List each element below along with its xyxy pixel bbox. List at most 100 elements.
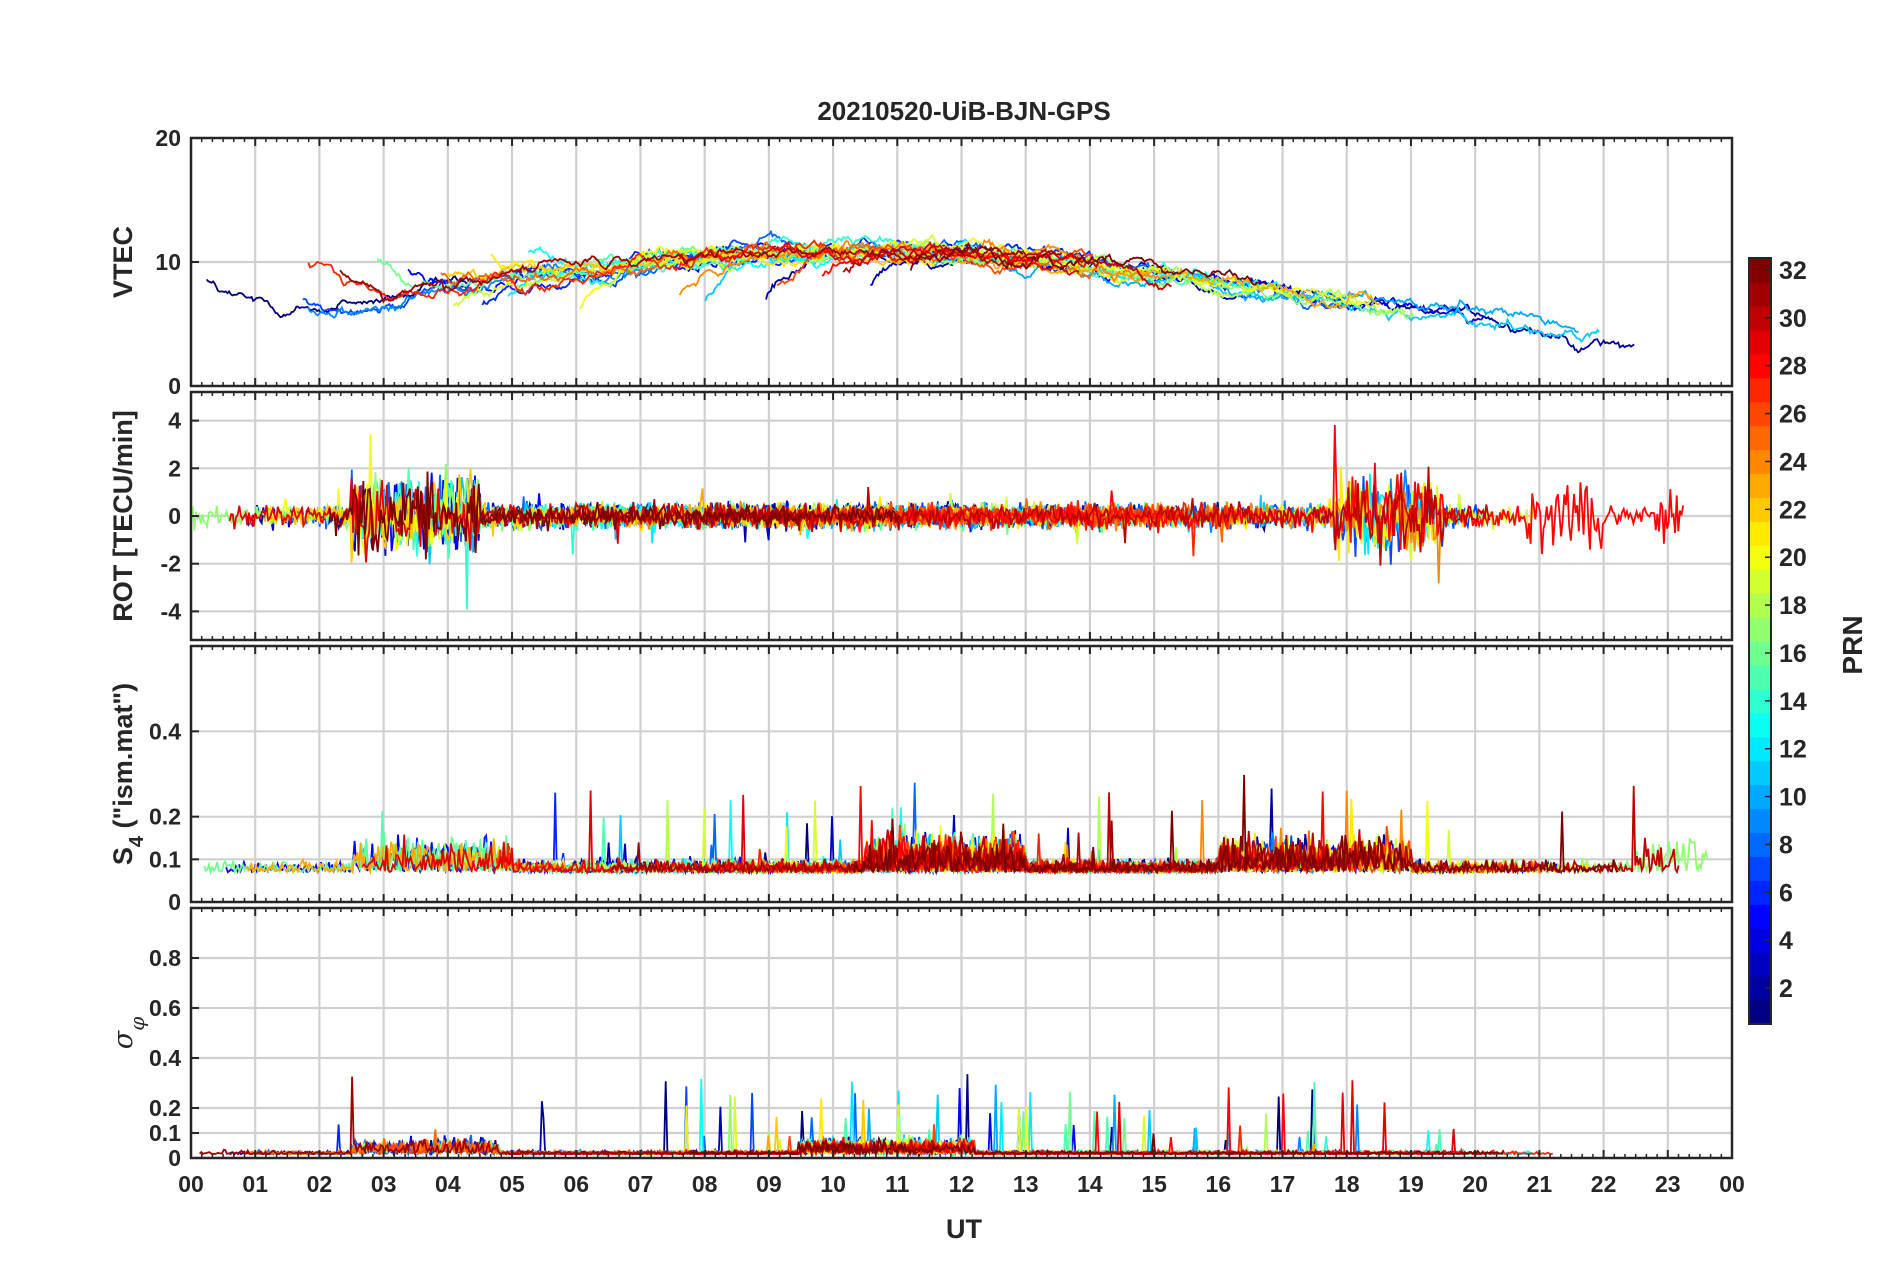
colorbar-tick-label: 14 xyxy=(1779,688,1807,716)
colorbar-segment xyxy=(1749,904,1771,929)
x-tick-label: 21 xyxy=(1527,1171,1553,1197)
y-tick-label: 0 xyxy=(168,889,181,915)
x-tick-label: 13 xyxy=(1013,1171,1039,1197)
colorbar-segment xyxy=(1749,545,1771,570)
y-tick-label: 0.1 xyxy=(149,1120,181,1146)
y-tick-label: 0 xyxy=(168,373,181,399)
prn-trace xyxy=(302,239,815,316)
colorbar-segment xyxy=(1749,617,1771,642)
prn-trace xyxy=(888,247,1381,310)
y-axis-label: VTEC xyxy=(108,226,138,298)
plot-frame xyxy=(189,644,1734,904)
colorbar-segment xyxy=(1749,760,1771,786)
colorbar-tick-label: 30 xyxy=(1779,305,1807,333)
prn-trace xyxy=(490,242,1082,276)
x-tick-label: 22 xyxy=(1591,1171,1617,1197)
colorbar-tick-label: 6 xyxy=(1779,879,1793,907)
x-tick-label: 19 xyxy=(1398,1171,1424,1197)
prn-trace xyxy=(339,245,1063,304)
prn-trace xyxy=(909,241,1261,286)
x-tick-label: 09 xyxy=(756,1171,782,1197)
colorbar-segment xyxy=(1749,305,1771,331)
x-tick-label: 07 xyxy=(628,1171,654,1197)
colorbar-segment xyxy=(1749,688,1771,714)
x-tick-label: 20 xyxy=(1462,1171,1488,1197)
colorbar-tick-label: 8 xyxy=(1779,831,1793,859)
y-axis-label: σφ xyxy=(108,1017,149,1049)
x-tick-label: 02 xyxy=(307,1171,333,1197)
colorbar-tick-label: 22 xyxy=(1779,496,1807,524)
colorbar-segment xyxy=(1749,473,1771,498)
y-tick-label: 0.2 xyxy=(149,804,181,830)
x-tick-label: 14 xyxy=(1077,1171,1103,1197)
panel-2: -4 -2 0 2 4 ROT [TECU/min] xyxy=(108,390,1734,642)
colorbar-segment xyxy=(1749,569,1771,594)
prn-trace xyxy=(842,243,1172,291)
colorbar-segment xyxy=(1749,377,1771,403)
colorbar-tick-label: 16 xyxy=(1779,640,1807,668)
colorbar-tick-label: 2 xyxy=(1779,975,1793,1003)
colorbar-segment xyxy=(1749,736,1771,762)
x-tick-label: 23 xyxy=(1655,1171,1681,1197)
prn-trace xyxy=(851,774,1619,876)
plot-frame xyxy=(189,906,1734,1160)
x-tick-label: 12 xyxy=(949,1171,975,1197)
x-tick-label: 00 xyxy=(1719,1171,1745,1197)
panel-4: 00.10.2 0.4 0.6 0.8 σφ xyxy=(108,906,1734,1171)
colorbar-segment xyxy=(1749,784,1771,810)
traces xyxy=(191,424,1684,610)
colorbar-segment xyxy=(1749,641,1771,666)
y-axis-label: ROT [TECU/min] xyxy=(108,410,138,621)
y-tick-label: -2 xyxy=(161,551,181,577)
colorbar-tick-label: 12 xyxy=(1779,736,1807,764)
traces xyxy=(199,1074,1553,1158)
y-axis-label: S4 ("ism.mat") xyxy=(108,683,148,865)
colorbar-tick-label: 10 xyxy=(1779,784,1807,812)
colorbar-segment xyxy=(1749,856,1771,881)
x-tick-label: 04 xyxy=(435,1171,461,1197)
prn-trace xyxy=(307,262,658,319)
colorbar-segment xyxy=(1749,712,1771,738)
prn-trace xyxy=(688,1133,1505,1157)
y-tick-label: 0.4 xyxy=(149,1045,181,1071)
y-tick-label: 20 xyxy=(155,125,181,151)
colorbar-segment xyxy=(1749,449,1771,475)
colorbar-segment xyxy=(1749,425,1771,451)
x-tick-label: 11 xyxy=(885,1171,910,1197)
colorbar-segment xyxy=(1749,952,1771,977)
x-tick-label: 17 xyxy=(1270,1171,1296,1197)
colorbar-tick-label: 24 xyxy=(1779,448,1807,476)
colorbar-tick-label: 26 xyxy=(1779,401,1807,429)
colorbar-segment xyxy=(1749,329,1771,355)
y-tick-label: 0.1 xyxy=(149,846,181,872)
y-tick-label: 0.4 xyxy=(149,718,181,744)
figure-title: 20210520-UiB-BJN-GPS xyxy=(817,96,1110,126)
colorbar-frame xyxy=(1748,257,1772,1025)
y-tick-label: 0.2 xyxy=(149,1095,181,1121)
y-tick-label: 0 xyxy=(168,1145,181,1171)
y-tick-label: -4 xyxy=(161,598,182,624)
y-tick-label: 4 xyxy=(168,408,181,434)
colorbar-segment xyxy=(1749,521,1771,546)
x-tick-label: 01 xyxy=(242,1171,268,1197)
panel-3: 0 0.1 0.2 0.4S4 ("ism.mat") xyxy=(108,644,1734,915)
colorbar-tick-label: 28 xyxy=(1779,353,1807,381)
colorbar-segment xyxy=(1749,497,1771,522)
y-tick-label: 0.8 xyxy=(149,945,181,971)
colorbar-tick-label: 32 xyxy=(1779,257,1807,285)
x-tick-label: 10 xyxy=(820,1171,846,1197)
y-tick-label: 10 xyxy=(155,249,181,275)
colorbar-segment xyxy=(1749,976,1771,1001)
x-tick-label: 06 xyxy=(563,1171,589,1197)
x-tick-labels: 00 01 02 03 04 05 06 07 08 09 10 11 12 13 14 15 16 17 18 19… xyxy=(178,1171,1745,1197)
colorbar-segment xyxy=(1749,353,1771,379)
colorbar-segment xyxy=(1749,401,1771,427)
colorbar-label: PRN xyxy=(1837,615,1868,674)
colorbar-tick-label: 18 xyxy=(1779,592,1807,620)
colorbar-segment xyxy=(1749,832,1771,858)
colorbar-segment xyxy=(1749,664,1771,690)
prn-trace xyxy=(328,471,900,560)
y-tick-label: 0.6 xyxy=(149,995,181,1021)
